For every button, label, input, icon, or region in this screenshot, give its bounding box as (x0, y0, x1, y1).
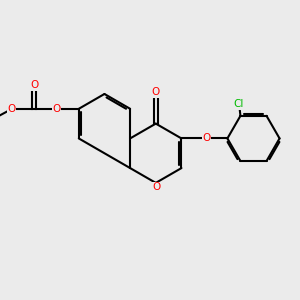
Text: O: O (52, 104, 61, 114)
Text: O: O (7, 104, 16, 114)
Text: O: O (202, 134, 211, 143)
Text: Cl: Cl (233, 99, 244, 109)
Text: O: O (152, 182, 160, 192)
Text: O: O (30, 80, 38, 90)
Text: O: O (152, 87, 160, 97)
